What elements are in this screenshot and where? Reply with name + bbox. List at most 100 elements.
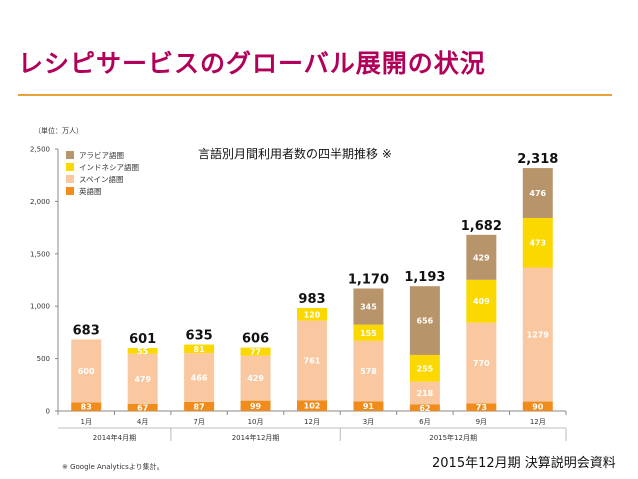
segment-value-label: 102: [304, 402, 321, 411]
segment-value-label: 429: [247, 374, 264, 383]
bar-segment: [522, 401, 553, 411]
legend-swatch: [66, 151, 74, 159]
bar-segment: [409, 381, 440, 405]
segment-value-label: 656: [417, 317, 434, 326]
legend-swatch: [66, 175, 74, 183]
bar-segment: [240, 400, 271, 411]
x-tick-label: 9月: [476, 418, 487, 426]
segment-value-label: 155: [360, 329, 377, 338]
segment-value-label: 81: [194, 345, 206, 354]
segment-value-label: 91: [363, 402, 375, 411]
bar-segment: [409, 286, 440, 355]
bar-segment: [297, 307, 327, 321]
segment-value-label: 578: [360, 367, 377, 376]
bar-segment: [297, 320, 327, 401]
segment-value-label: 87: [194, 402, 205, 411]
x-tick-label: 6月: [419, 418, 430, 426]
bar-total-label: 683: [73, 323, 100, 338]
segment-value-label: 73: [476, 403, 487, 412]
bar-segment: [353, 340, 384, 402]
bar-total-label: 983: [298, 292, 325, 307]
segment-value-label: 255: [417, 364, 434, 373]
bar-segment: [184, 353, 215, 402]
legend-swatch: [66, 187, 74, 195]
x-tick-label: 4月: [137, 418, 148, 426]
page-title: レシピサービスのグローバル展開の状況: [18, 49, 486, 78]
bar-segment: [466, 279, 497, 323]
segment-value-label: 770: [473, 359, 490, 368]
segment-value-label: 761: [304, 356, 321, 365]
bar-segment: [184, 401, 215, 411]
bar-segment: [127, 348, 158, 354]
segment-value-label: 479: [134, 375, 151, 384]
segment-value-label: 77: [250, 348, 261, 357]
segment-value-label: 345: [360, 303, 377, 312]
segment-value-label: 83: [81, 403, 92, 412]
bar-total-label: 1,682: [461, 219, 502, 234]
bar-total-label: 601: [129, 332, 156, 347]
segment-value-label: 67: [137, 403, 148, 412]
unit-label: （単位：万人）: [34, 126, 83, 135]
segment-value-label: 120: [304, 310, 321, 319]
bar-segment: [184, 344, 215, 354]
title-divider: [18, 94, 612, 96]
bar-segment: [127, 403, 158, 411]
x-tick-label: 12月: [530, 418, 546, 426]
bar-segment: [466, 234, 497, 280]
bar-segment: [409, 354, 440, 382]
bar-segment: [71, 339, 102, 403]
segment-value-label: 1279: [527, 331, 550, 340]
legend-label: 英語圏: [79, 186, 102, 196]
y-tick-label: 2,000: [30, 198, 50, 206]
segment-value-label: 55: [137, 347, 149, 356]
bar-segment: [522, 168, 553, 218]
y-tick-label: 2,500: [30, 146, 50, 154]
bar-segment: [297, 400, 327, 411]
legend-label: アラビア語圏: [79, 150, 124, 160]
period-label: 2015年12月期: [429, 433, 477, 442]
segment-value-label: 90: [532, 402, 544, 411]
period-label: 2014年12月期: [232, 433, 280, 442]
segment-value-label: 466: [191, 373, 208, 382]
legend-swatch: [66, 163, 74, 171]
bar-segment: [240, 355, 271, 401]
y-tick-label: 0: [46, 408, 50, 416]
chart-title: 言語別月間利用者数の四半期推移 ※: [198, 146, 392, 161]
segment-value-label: 600: [78, 367, 95, 376]
segment-value-label: 476: [529, 189, 546, 198]
y-tick-label: 1,500: [30, 250, 50, 258]
source-label: 2015年12月期 決算説明会資料: [432, 456, 616, 471]
period-label: 2014年4月期: [93, 433, 136, 442]
bar-segment: [409, 404, 440, 411]
y-tick-label: 500: [37, 355, 50, 363]
legend-label: スペイン語圏: [79, 174, 123, 184]
bar-segment: [522, 217, 553, 268]
bar-segment: [466, 403, 497, 411]
segment-value-label: 429: [473, 253, 490, 262]
bar-segment: [71, 402, 102, 411]
segment-value-label: 62: [419, 404, 430, 413]
bar-segment: [466, 322, 497, 404]
bar-total-label: 1,170: [348, 272, 389, 287]
x-tick-label: 12月: [304, 418, 320, 426]
footnote: ※ Google Analyticsより集計。: [62, 463, 164, 471]
bar-segment: [353, 288, 384, 325]
bar-total-label: 2,318: [517, 152, 558, 167]
bar-total-label: 635: [186, 329, 213, 344]
x-axis: 1月 4月 7月 10月 12月 3月 6月 9月 12月 2014年4月期 2014年12月期 20…: [57, 411, 567, 442]
y-tick-label: 1,000: [30, 303, 50, 311]
segment-value-label: 409: [473, 297, 490, 306]
bar-total-label: 1,193: [404, 270, 445, 285]
segment-value-label: 218: [417, 389, 434, 398]
x-tick-label: 1月: [80, 418, 91, 426]
bar-segment: [522, 267, 553, 402]
x-tick-label: 10月: [248, 418, 264, 426]
segment-value-label: 99: [250, 402, 262, 411]
bar-segment: [353, 324, 384, 341]
bar-segment: [127, 353, 158, 404]
bar-total-label: 606: [242, 332, 269, 347]
bar-segment: [240, 347, 271, 356]
